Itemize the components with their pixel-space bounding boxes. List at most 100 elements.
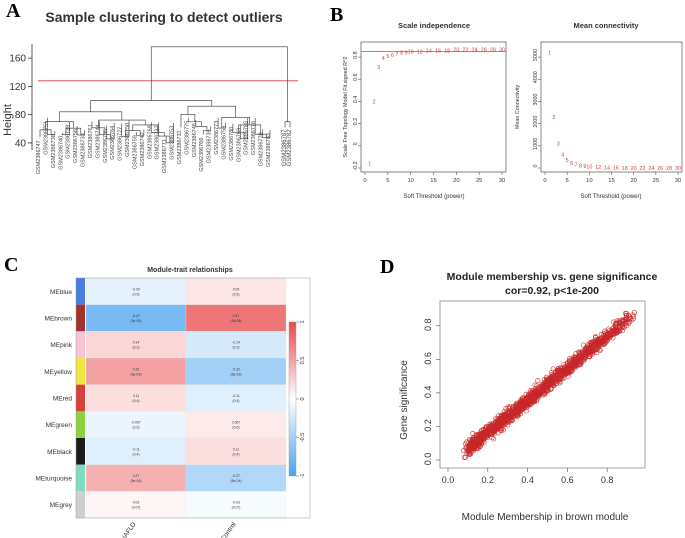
cell-pvalue: (0.4) — [233, 452, 240, 456]
power-label: 28 — [490, 47, 496, 53]
leaf-label: GSM2386740 — [58, 136, 64, 170]
legend-tick-label: -1 — [300, 474, 306, 479]
gene-point — [595, 337, 601, 343]
gene-point — [476, 439, 482, 445]
gene-point — [630, 312, 636, 318]
power-label: 18 — [622, 166, 628, 172]
power-label: 20 — [631, 166, 637, 172]
y-axis-label: Scale Free Topology Model Fit,signed R^2 — [343, 56, 349, 157]
gene-point — [503, 412, 509, 418]
gene-point — [474, 446, 481, 452]
leaf-label: GSM2386737 — [155, 125, 161, 159]
module-color-swatch — [76, 411, 85, 438]
module-color-swatch — [76, 464, 85, 492]
power-label: 8 — [400, 51, 403, 57]
module-color-swatch — [76, 278, 85, 305]
cell-correlation: -0.09 — [132, 287, 140, 291]
power-label: 12 — [417, 50, 423, 56]
gene-point — [539, 383, 545, 389]
gene-point — [468, 438, 474, 444]
gene-point — [523, 402, 529, 408]
power-label: 2 — [373, 99, 376, 105]
power-label: 9 — [583, 164, 586, 170]
y-tick-label: 1000 — [533, 138, 539, 150]
dendrogram-branch — [165, 122, 174, 144]
leaf-label: GSM2386729 — [66, 125, 72, 159]
gene-point — [588, 349, 594, 355]
gene-point — [535, 378, 541, 384]
gene-point — [557, 378, 563, 384]
x-tick-label: 0.2 — [482, 475, 495, 485]
dendrogram-chart: Sample clustering to detect outliers Hei… — [2, 9, 298, 174]
gene-point — [487, 421, 493, 427]
x-axis-label: Module Membership in brown module — [462, 512, 629, 523]
power-label: 5 — [566, 158, 569, 164]
power-label: 14 — [604, 166, 610, 172]
chart-title: Module-trait relationships — [147, 267, 233, 274]
cell-correlation: -0.14 — [232, 341, 240, 345]
y-tick-label: 0.2 — [353, 118, 359, 126]
y-tick-label: 0.2 — [423, 419, 433, 432]
cell-pvalue: (0.3) — [133, 346, 140, 350]
cell-correlation: 0.09 — [233, 287, 240, 291]
gene-point — [630, 316, 636, 322]
cell-pvalue: (0.4) — [133, 399, 140, 403]
module-label: MEgreen — [46, 422, 73, 429]
dendrogram-branch — [150, 46, 288, 122]
gene-point — [578, 361, 584, 368]
gene-point — [571, 357, 577, 363]
gene-point — [601, 337, 607, 343]
power-label: 10 — [408, 50, 414, 56]
power-label: 14 — [426, 48, 432, 54]
gene-point — [517, 408, 523, 414]
leaf-label: GSM2386747 — [36, 140, 42, 174]
dendrogram-branch — [238, 124, 262, 135]
gene-point — [518, 397, 524, 403]
gene-point — [549, 373, 555, 379]
power-label: 20 — [453, 47, 459, 53]
leaf-label: GSM2386739 — [207, 129, 213, 163]
y-tick-label: 0.6 — [353, 74, 359, 82]
chart-title: Sample clustering to detect outliers — [45, 9, 282, 25]
gene-point — [466, 446, 472, 452]
gene-point — [491, 436, 497, 442]
x-tick-label: 20 — [630, 178, 636, 184]
cell-pvalue: (5e-04) — [131, 479, 142, 483]
gene-point — [614, 321, 620, 327]
gene-point — [498, 427, 505, 433]
leaf-label: GSM2386746 — [192, 123, 198, 157]
x-tick-label: 30 — [499, 178, 505, 184]
x-tick-label: 5 — [566, 178, 569, 184]
gene-point — [629, 317, 635, 323]
cell-pvalue: (0.6) — [133, 426, 140, 430]
gene-point — [605, 331, 611, 337]
gene-point — [468, 441, 474, 447]
module-label: MEgrey — [50, 502, 73, 509]
trait-label: Control — [220, 521, 238, 538]
gene-point — [484, 428, 490, 434]
cell-correlation: -0.067 — [131, 421, 141, 425]
gene-point — [509, 410, 515, 416]
leaf-label: GSM2386727 — [118, 127, 124, 161]
gene-point — [565, 370, 571, 376]
leaf-label: GSM2386742 — [140, 132, 146, 166]
heatmap-frame — [75, 277, 311, 519]
gene-point — [619, 321, 625, 327]
panel-letter-a: A — [6, 0, 21, 22]
cell-pvalue: (0.4) — [233, 399, 240, 403]
chart-subtitle: cor=0.92, p<1e-200 — [505, 285, 599, 297]
gene-point — [566, 359, 572, 365]
power-label: 30 — [499, 47, 505, 53]
heatmap-cell — [185, 464, 287, 492]
gene-point — [631, 309, 637, 315]
dendrogram-branch — [45, 121, 74, 130]
gene-point — [504, 414, 510, 420]
heatmap-cell — [85, 437, 187, 465]
power-label: 26 — [657, 166, 663, 172]
legend-tick-label: -0.5 — [300, 433, 306, 442]
gene-point — [470, 431, 476, 437]
gene-point — [549, 376, 555, 382]
heatmap-cell — [85, 304, 187, 332]
cell-correlation: 0.47 — [233, 314, 240, 318]
heatmap-cell — [185, 277, 287, 305]
